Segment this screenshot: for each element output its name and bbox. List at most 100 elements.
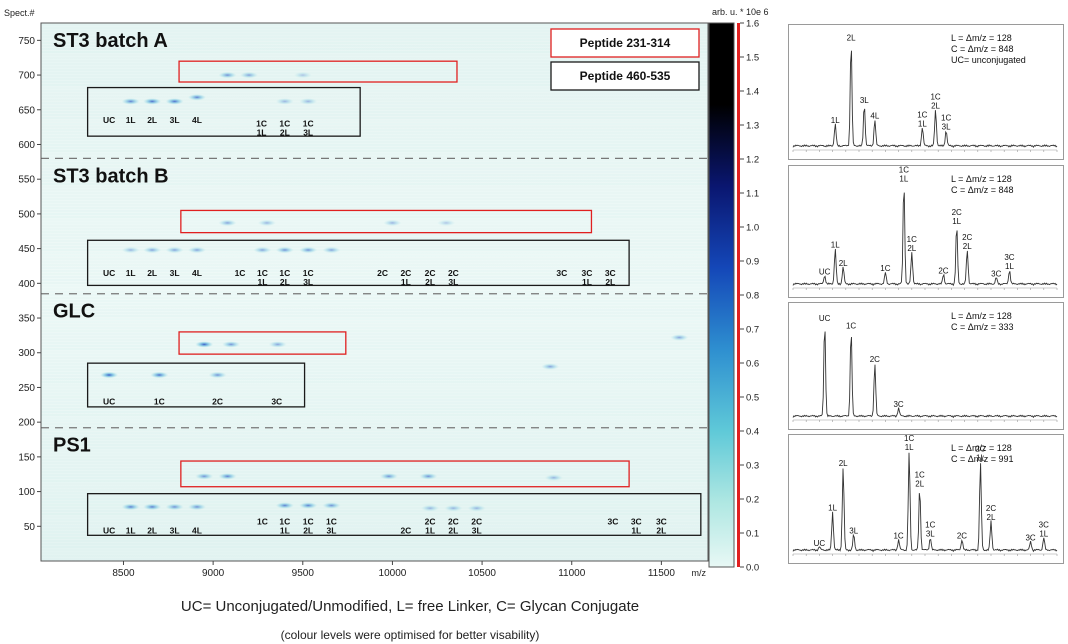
spectrum-peak-label-line: 2L bbox=[847, 34, 856, 43]
peak-label: 1C bbox=[279, 119, 290, 129]
colorbar-range-marker bbox=[737, 23, 740, 567]
section-titles: ST3 batch A ST3 batch B GLC PS1 bbox=[53, 30, 169, 457]
spectrum-peak-label: 1C 1L bbox=[904, 435, 914, 452]
peak-label: UC bbox=[103, 268, 115, 278]
spectrum-peak-label: 1C 2L bbox=[930, 93, 940, 111]
y-tick-label: 50 bbox=[24, 522, 36, 533]
peak-label: 3C bbox=[631, 516, 642, 526]
intensity-spot bbox=[143, 503, 162, 511]
spectrum-peak-label: 2C bbox=[870, 355, 880, 364]
spectrum-peak-label-line: 2L bbox=[839, 259, 848, 268]
spectrum-peak-label: 1C bbox=[893, 532, 903, 541]
intensity-spot bbox=[222, 341, 241, 348]
colorbar-tick-label: 0.2 bbox=[746, 495, 759, 506]
intensity-spot bbox=[299, 98, 318, 105]
peak-label: 1C bbox=[303, 119, 314, 129]
peptide-boxes bbox=[86, 60, 702, 536]
spectrum-peak-label: 2L bbox=[839, 259, 848, 268]
colorbar-tick-label: 1.3 bbox=[746, 121, 759, 132]
intensity-spot bbox=[150, 371, 169, 379]
spectrum-peak-label: 2C 2L bbox=[986, 504, 996, 522]
peptide-231-314-box bbox=[178, 60, 458, 83]
peak-label: 2C bbox=[425, 516, 436, 526]
intensity-spot bbox=[670, 334, 689, 341]
colorbar: 0.0 0.1 0.2 0.3 0.4 0.5 0.6 0.7 0.8 0.9 1.0 1.1 1.2 1… bbox=[708, 7, 769, 574]
peak-label: UC bbox=[103, 115, 115, 125]
peak-label: 3L bbox=[170, 268, 180, 278]
x-tick-label: 10000 bbox=[379, 568, 407, 579]
spectrum-peak-label-line: 3C bbox=[893, 400, 903, 409]
spectrum-peak-label-line: 2L bbox=[987, 513, 996, 522]
peak-label: 2C bbox=[212, 396, 223, 406]
intensity-spot bbox=[208, 371, 227, 379]
peak-label: 3L bbox=[170, 525, 180, 535]
peak-label: 2C bbox=[471, 516, 482, 526]
spectrum-panel-1: 1L 2L 3L 4L 1C 1L 1C 2L 1C 3L L = Δm/z = 128 C = Δm… bbox=[788, 24, 1064, 160]
y-tick-label: 700 bbox=[18, 71, 35, 82]
spectrum-legend-line: C = Δm/z = 848 bbox=[951, 44, 1014, 54]
peak-label: 2L bbox=[605, 277, 615, 287]
colorbar-tick-label: 0.7 bbox=[746, 325, 759, 336]
peak-label: 1C bbox=[235, 268, 246, 278]
peak-label: 1L bbox=[582, 277, 592, 287]
peak-label: 3L bbox=[472, 525, 482, 535]
spectrum-peak-label-line: 1C bbox=[915, 471, 925, 480]
caption-abbreviations: UC= Unconjugated/Unmodified, L= free Lin… bbox=[180, 598, 640, 615]
intensity-spot bbox=[195, 341, 214, 348]
spectrum-peak-label-line: UC bbox=[814, 539, 826, 548]
spectrum-peak-label-line: 1C bbox=[846, 321, 856, 330]
y-tick-label: 750 bbox=[18, 36, 35, 47]
peak-label: 3L bbox=[327, 525, 337, 535]
spectrum-peak-label-line: 1C bbox=[880, 264, 890, 273]
colorbar-tick-label: 1.5 bbox=[746, 53, 759, 64]
spectrum-peak-label: 2C 1L bbox=[975, 445, 985, 463]
spectrum-peak-label: 1C 1L bbox=[917, 110, 927, 128]
spectrum-trace bbox=[792, 452, 1058, 553]
spectrum-peak-label-line: 2L bbox=[915, 480, 924, 489]
section-title: ST3 batch B bbox=[53, 165, 169, 187]
y-tick-label: 500 bbox=[18, 209, 35, 220]
spectrum-peak-label-line: 3C bbox=[1025, 534, 1035, 543]
x-tick-label: 10500 bbox=[468, 568, 496, 579]
peak-label: 1C bbox=[279, 516, 290, 526]
peak-label: 3C bbox=[556, 268, 567, 278]
peak-label: UC bbox=[103, 396, 115, 406]
spectrum-peak-label-line: 3L bbox=[849, 526, 858, 535]
spectrum-panel-4: UC 1L 2L 3L 1C 1C 1L 1C 2L 1C 3L 2C 2C 1L 2C 2L 3C 3C 1L L … bbox=[788, 434, 1064, 564]
intensity-spot bbox=[100, 371, 119, 379]
spectrum-peak-label-line: 1L bbox=[952, 217, 961, 226]
spectrum-panel-2: UC 1L 2L 1C 1C 1L 1C 2L 2C 2C 1L 2C 2L 3C 3C 1L L = Δm/z… bbox=[788, 165, 1064, 298]
peptide-460-535-box bbox=[86, 86, 361, 137]
colorbar-tick-label: 1.4 bbox=[746, 87, 759, 98]
spectrum-peak-label-line: 1L bbox=[831, 241, 840, 250]
plot-background bbox=[41, 23, 708, 561]
spectrum-peak-label-line: 2C bbox=[938, 266, 948, 275]
intensity-spot bbox=[218, 219, 237, 227]
intensity-spot bbox=[379, 473, 398, 480]
spectrum-legend-line: UC= unconjugated bbox=[951, 55, 1026, 65]
y-tick-label: 200 bbox=[18, 418, 35, 429]
spectrum-peak-label: 2L bbox=[847, 34, 856, 43]
peak-label: 3L bbox=[303, 128, 313, 138]
colorbar-tick-label: 1.2 bbox=[746, 155, 759, 166]
intensity-spot bbox=[299, 246, 318, 254]
intensity-spot bbox=[240, 71, 258, 79]
y-tick-label: 650 bbox=[18, 105, 35, 116]
caption-note: (colour levels were optimised for better… bbox=[280, 628, 540, 642]
peak-label: 1C bbox=[256, 119, 267, 129]
peak-label: 2C bbox=[448, 268, 459, 278]
intensity-spot bbox=[121, 98, 140, 105]
peak-label: 2L bbox=[280, 128, 290, 138]
intensity-spot bbox=[421, 505, 440, 512]
spectrum-peak-label-line: 2C bbox=[962, 233, 972, 242]
peak-label: 2L bbox=[147, 268, 157, 278]
intensity-spot bbox=[322, 246, 341, 254]
intensity-spot bbox=[419, 473, 438, 480]
spectrum-peak-label-line: 2L bbox=[907, 244, 916, 253]
spectrum-peak-label: UC bbox=[819, 267, 831, 276]
spectrum-peak-label: 2L bbox=[839, 459, 848, 468]
colorbar-tick-label: 0.1 bbox=[746, 529, 759, 540]
spectrum-legend-line: L = Δm/z = 128 bbox=[951, 311, 1012, 321]
